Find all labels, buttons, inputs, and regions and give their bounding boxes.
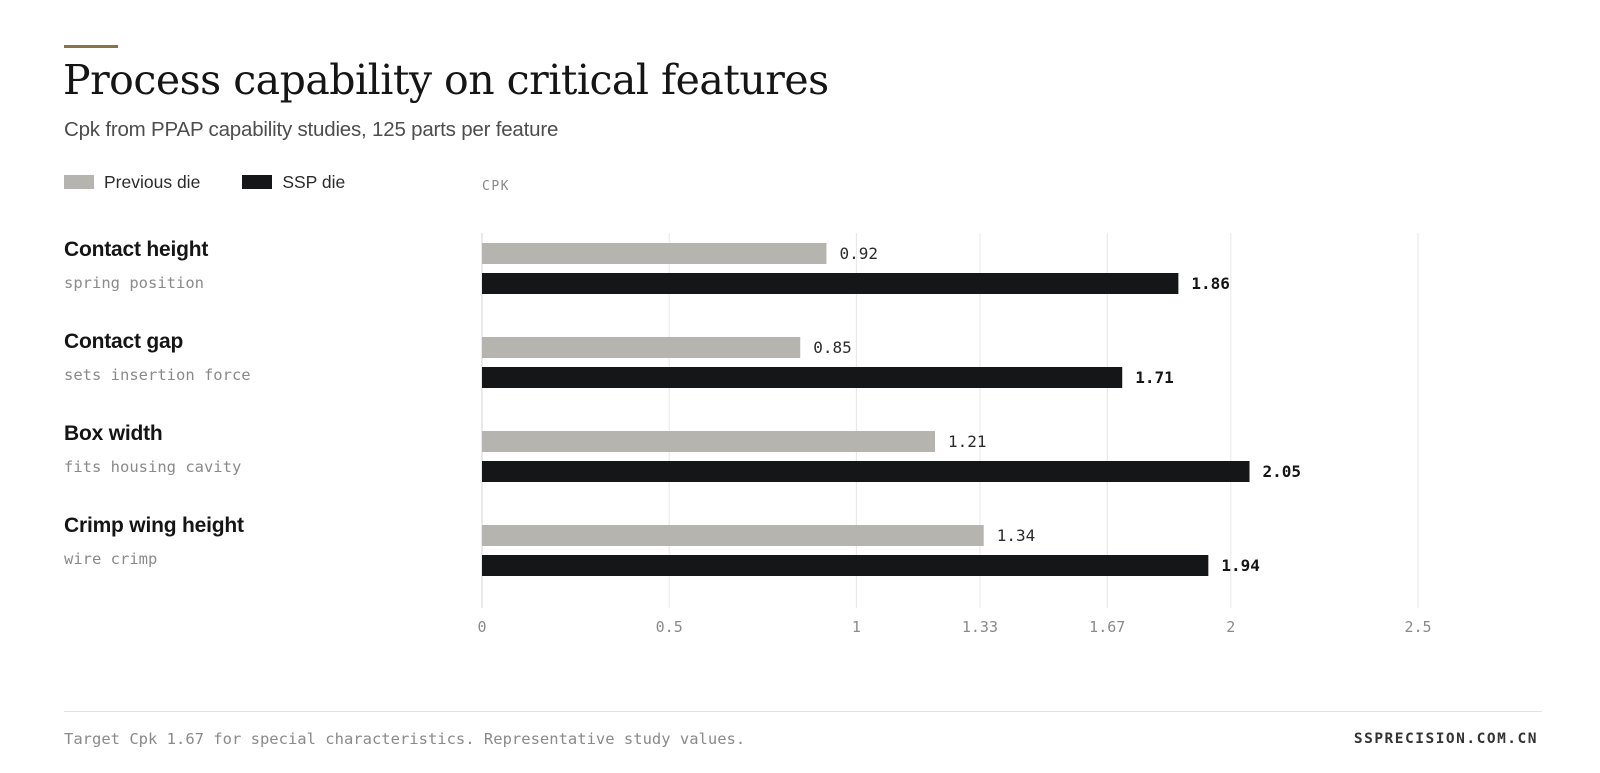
bar-ssp-die bbox=[482, 273, 1179, 294]
legend-swatch-previous-die bbox=[64, 175, 94, 189]
legend-label-previous-die: Previous die bbox=[104, 171, 201, 192]
bar-value-label: 1.86 bbox=[1191, 274, 1230, 293]
category-label: Contact gap bbox=[64, 330, 184, 353]
bar-previous-die bbox=[482, 525, 984, 546]
x-tick-label: 1.67 bbox=[1089, 618, 1125, 636]
category-note: spring position bbox=[64, 274, 204, 292]
category-note: wire crimp bbox=[64, 550, 158, 568]
accent-rule bbox=[64, 45, 118, 48]
legend: Previous die SSP die bbox=[64, 172, 387, 192]
chart-title: Process capability on critical features bbox=[63, 56, 829, 104]
legend-swatch-ssp-die bbox=[242, 175, 273, 189]
bar-value-label: 1.71 bbox=[1135, 368, 1174, 387]
x-tick-label: 0 bbox=[477, 618, 486, 636]
brand-url: SSPRECISION.COM.CN bbox=[1353, 731, 1538, 747]
x-tick-label: 2.5 bbox=[1404, 618, 1431, 636]
legend-item-ssp-die: SSP die bbox=[242, 172, 345, 193]
bar-previous-die bbox=[482, 337, 801, 358]
legend-label-ssp-die: SSP die bbox=[282, 171, 346, 192]
bar-ssp-die bbox=[482, 461, 1250, 482]
footer-divider bbox=[64, 711, 1542, 712]
bar-previous-die bbox=[482, 431, 936, 452]
chart-subtitle: Cpk from PPAP capability studies, 125 pa… bbox=[64, 118, 559, 141]
category-note: sets insertion force bbox=[64, 366, 251, 384]
bar-chart: 0 0.5 1 1.33 1.67 2 2.5 0.92 1.86 0.85 1.71 1.21 2.0… bbox=[477, 233, 1432, 636]
bar-value-label: 1.94 bbox=[1221, 556, 1260, 575]
bar-value-label: 0.92 bbox=[839, 244, 878, 263]
x-tick-label: 0.5 bbox=[656, 618, 683, 636]
bar-ssp-die bbox=[482, 367, 1123, 388]
category-label: Box width bbox=[64, 422, 163, 445]
bar-value-label: 0.85 bbox=[813, 338, 852, 357]
category-label: Contact height bbox=[64, 238, 209, 261]
legend-item-previous-die: Previous die bbox=[64, 172, 200, 193]
bar-value-label: 1.34 bbox=[997, 526, 1036, 545]
bar-previous-die bbox=[482, 243, 827, 264]
x-axis-title: CPK bbox=[482, 179, 510, 194]
category-note: fits housing cavity bbox=[64, 458, 242, 476]
bar-ssp-die bbox=[482, 555, 1209, 576]
bar-value-label: 1.21 bbox=[948, 432, 987, 451]
footnote: Target Cpk 1.67 for special characterist… bbox=[64, 730, 746, 748]
x-tick-label: 2 bbox=[1226, 618, 1235, 636]
bar-value-label: 2.05 bbox=[1263, 462, 1302, 481]
category-label: Crimp wing height bbox=[64, 514, 244, 537]
x-tick-label: 1.33 bbox=[962, 618, 998, 636]
x-tick-label: 1 bbox=[852, 618, 861, 636]
